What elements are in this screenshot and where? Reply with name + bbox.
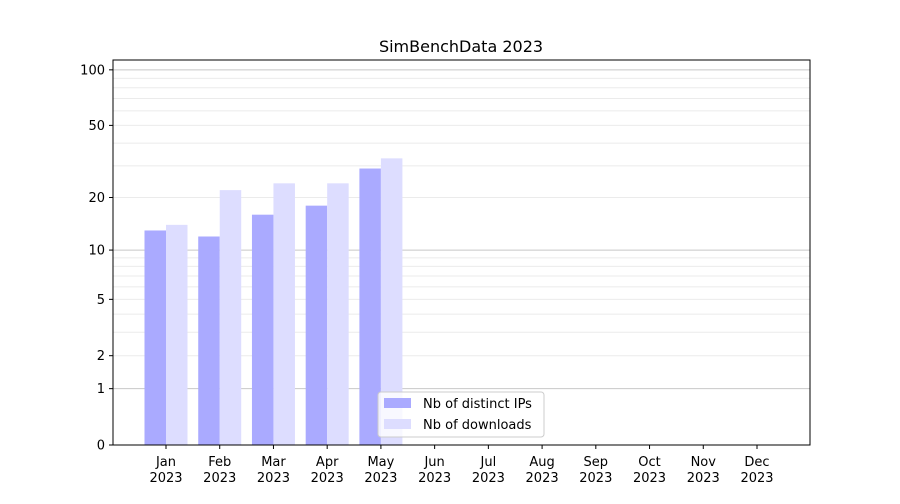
legend-label: Nb of distinct IPs — [423, 397, 532, 412]
y-tick-label: 2 — [97, 349, 105, 364]
x-tick-label: Sep 2023 — [579, 455, 612, 486]
x-tick-label: Dec 2023 — [740, 455, 773, 486]
legend-box — [377, 391, 545, 438]
x-tick-label: Feb 2023 — [203, 455, 236, 486]
bar-distinct-ips — [305, 205, 328, 445]
chart-title: SimBenchData 2023 — [379, 37, 543, 56]
x-tick-label: Nov 2023 — [687, 455, 720, 486]
y-tick-label: 10 — [88, 244, 105, 259]
y-tick-label: 1 — [97, 382, 105, 397]
plot-frame — [112, 59, 811, 446]
y-tick-label: 20 — [88, 191, 105, 206]
bar-downloads — [273, 183, 295, 445]
y-tick-label: 5 — [97, 293, 105, 308]
legend: Nb of distinct IPs Nb of downloads — [377, 391, 545, 438]
bar-downloads — [327, 183, 349, 445]
bar-distinct-ips — [198, 236, 220, 445]
x-tick-label: Oct 2023 — [633, 455, 666, 486]
y-tick-label: 0 — [97, 439, 105, 454]
x-tick-label: Jun 2023 — [418, 455, 451, 486]
y-tick-label: 50 — [88, 119, 105, 134]
x-tick-label: May 2023 — [364, 455, 397, 486]
x-tick-label: Apr 2023 — [311, 455, 344, 486]
legend-swatch — [384, 398, 411, 408]
x-tick-label: Aug 2023 — [526, 455, 559, 486]
bar-downloads — [219, 190, 242, 445]
x-tick-label: Jan 2023 — [149, 455, 182, 486]
bar-distinct-ips — [359, 168, 381, 445]
legend-swatch — [384, 419, 411, 429]
x-tick-label: Mar 2023 — [257, 455, 290, 486]
bar-downloads — [380, 158, 403, 445]
bar-distinct-ips — [251, 214, 274, 445]
legend-label: Nb of downloads — [423, 418, 532, 433]
bar-distinct-ips — [144, 230, 166, 445]
y-tick-label: 100 — [80, 63, 105, 78]
bar-downloads — [166, 224, 188, 445]
x-tick-label: Jul 2023 — [472, 455, 505, 486]
